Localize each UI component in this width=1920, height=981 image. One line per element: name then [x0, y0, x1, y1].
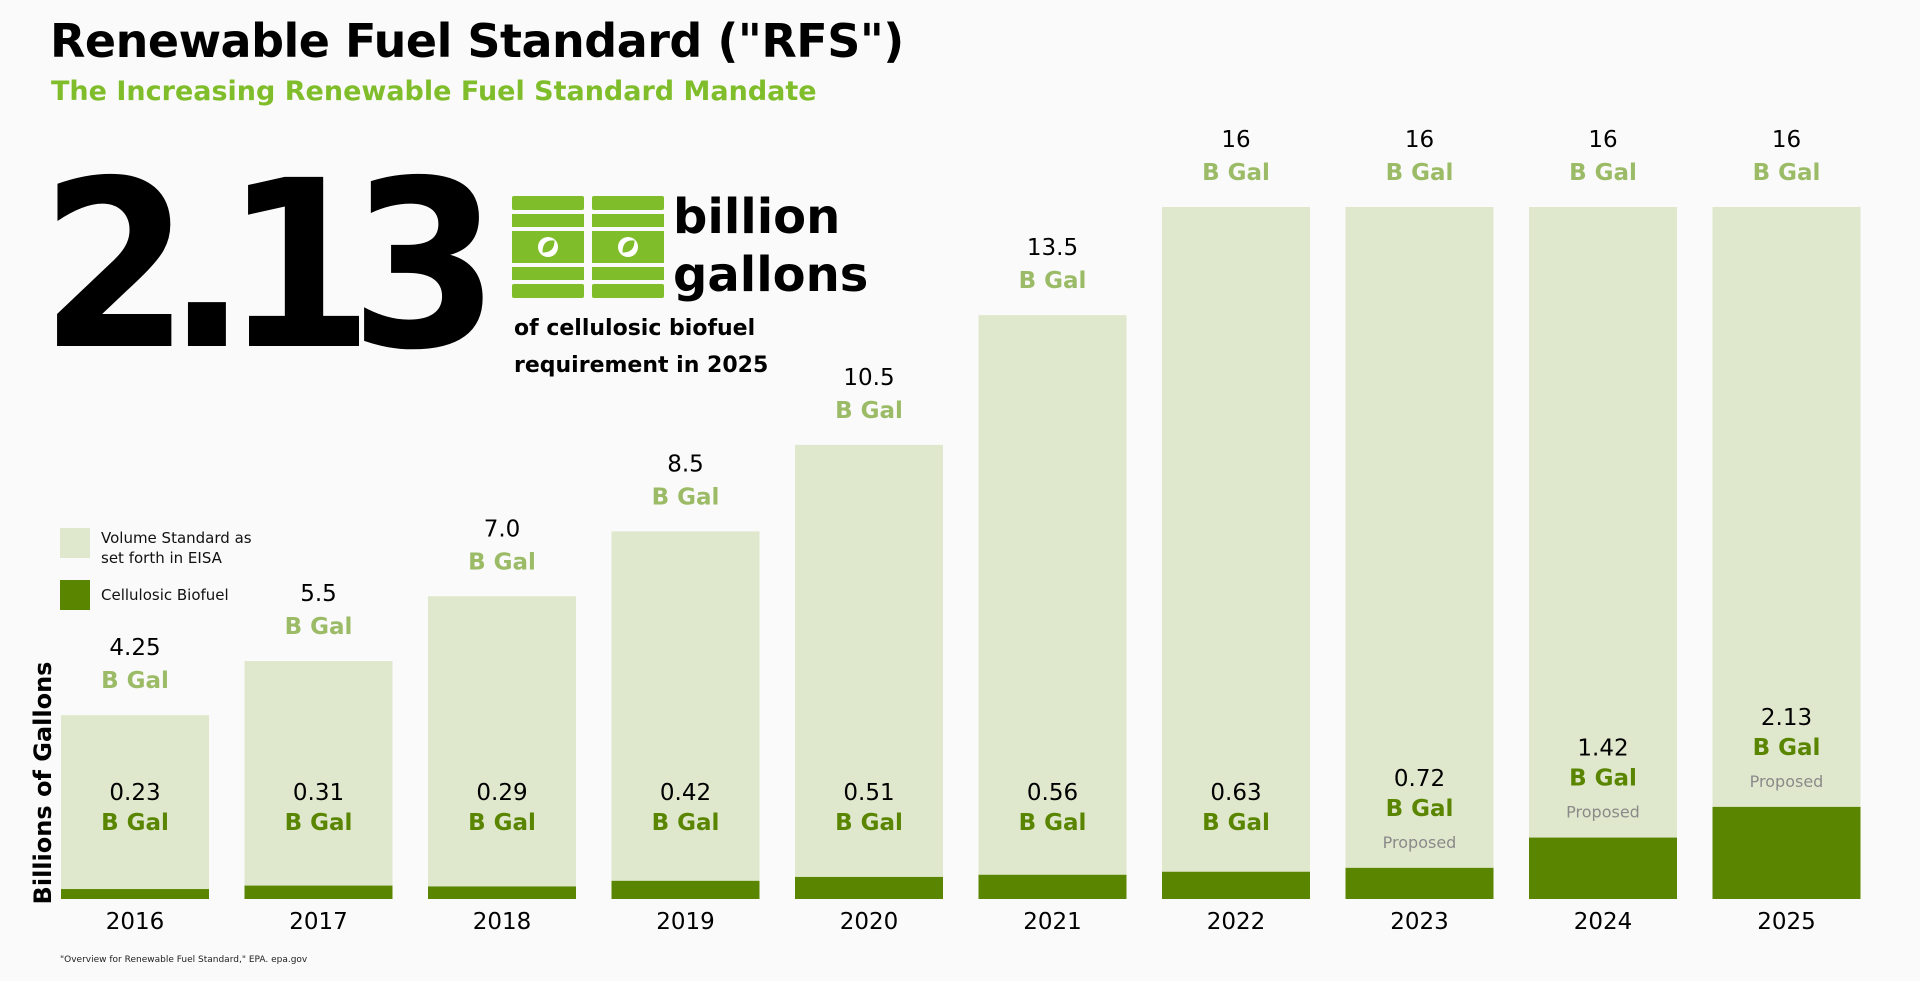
label-cellulosic-unit-2018: B Gal — [468, 810, 536, 836]
bar-volume-2023 — [1345, 207, 1494, 899]
label-cellulosic-unit-2016: B Gal — [101, 810, 169, 836]
bar-volume-2025 — [1712, 207, 1861, 899]
label-cellulosic-unit-2024: B Gal — [1569, 766, 1637, 792]
label-cellulosic-value-2023: 0.72 — [1394, 766, 1445, 792]
label-cellulosic-value-2016: 0.23 — [109, 780, 160, 806]
highlight-unit-line2: gallons — [673, 247, 869, 303]
label-volume-value-2021: 13.5 — [1027, 235, 1078, 261]
label-cellulosic-value-2022: 0.63 — [1210, 780, 1261, 806]
bar-volume-2020 — [795, 444, 943, 899]
label-cellulosic-value-2017: 0.31 — [293, 780, 344, 806]
chart-legend: Volume Standard as set forth in EISA Cel… — [60, 528, 271, 622]
legend-swatch-volume — [60, 528, 90, 558]
label-volume-value-2023: 16 — [1405, 127, 1434, 153]
x-tick-label-2024: 2024 — [1574, 909, 1633, 935]
bar-volume-2016 — [61, 715, 209, 899]
barrel-icon — [512, 196, 584, 298]
bar-cellulosic-2019 — [611, 880, 760, 899]
label-cellulosic-unit-2023: B Gal — [1386, 796, 1454, 822]
bar-volume-2017 — [244, 661, 393, 899]
legend-label-cellulosic: Cellulosic Biofuel — [101, 586, 229, 604]
x-tick-label-2017: 2017 — [289, 909, 348, 935]
bar-cellulosic-2023 — [1345, 867, 1494, 899]
label-volume-unit-2016: B Gal — [101, 668, 169, 694]
label-proposed-2025: Proposed — [1750, 772, 1824, 791]
x-tick-label-2016: 2016 — [106, 909, 165, 935]
label-volume-value-2017: 5.5 — [300, 581, 337, 607]
label-volume-unit-2024: B Gal — [1569, 160, 1637, 186]
legend-label-volume: Volume Standard as set forth in EISA — [101, 529, 252, 567]
label-cellulosic-value-2024: 1.42 — [1577, 736, 1628, 762]
bar-cellulosic-2017 — [244, 885, 393, 899]
label-cellulosic-unit-2025: B Gal — [1753, 735, 1821, 761]
highlight-description: of cellulosic biofuel requirement in 202… — [514, 310, 768, 384]
barrel-icons — [512, 196, 664, 298]
y-axis-label: Billions of Gallons — [29, 662, 57, 905]
bar-volume-2024 — [1529, 207, 1677, 899]
bar-cellulosic-2022 — [1162, 871, 1310, 899]
barrel-icon — [592, 196, 664, 298]
bar-cellulosic-2024 — [1529, 837, 1677, 899]
highlight-unit: billion gallons — [673, 188, 868, 304]
label-volume-unit-2017: B Gal — [285, 614, 353, 640]
label-cellulosic-unit-2019: B Gal — [652, 810, 720, 836]
label-volume-value-2020: 10.5 — [843, 365, 894, 391]
label-volume-unit-2020: B Gal — [835, 398, 903, 424]
page-subtitle: The Increasing Renewable Fuel Standard M… — [51, 76, 817, 107]
x-tick-label-2020: 2020 — [840, 909, 899, 935]
highlight-unit-line1: billion — [673, 189, 841, 245]
label-cellulosic-unit-2022: B Gal — [1202, 810, 1270, 836]
label-volume-value-2025: 16 — [1772, 127, 1801, 153]
bar-volume-2022 — [1162, 207, 1310, 899]
bar-cellulosic-2021 — [978, 874, 1127, 899]
legend-swatch-cellulosic — [60, 580, 90, 610]
label-volume-unit-2019: B Gal — [652, 484, 720, 510]
page-title: Renewable Fuel Standard ("RFS") — [50, 14, 904, 68]
bar-volume-2021 — [978, 315, 1127, 899]
label-volume-unit-2022: B Gal — [1202, 160, 1270, 186]
label-cellulosic-value-2018: 0.29 — [476, 780, 527, 806]
label-volume-value-2018: 7.0 — [484, 516, 521, 542]
label-cellulosic-unit-2020: B Gal — [835, 810, 903, 836]
label-volume-value-2016: 4.25 — [109, 635, 160, 661]
x-tick-label-2022: 2022 — [1207, 909, 1266, 935]
label-volume-unit-2023: B Gal — [1386, 160, 1454, 186]
label-cellulosic-value-2020: 0.51 — [843, 780, 894, 806]
label-volume-unit-2018: B Gal — [468, 549, 536, 575]
label-cellulosic-value-2021: 0.56 — [1027, 780, 1078, 806]
bar-cellulosic-2020 — [795, 876, 943, 899]
label-volume-value-2019: 8.5 — [667, 451, 704, 477]
label-volume-value-2022: 16 — [1221, 127, 1250, 153]
bar-volume-2018 — [428, 596, 576, 899]
label-volume-value-2024: 16 — [1588, 127, 1617, 153]
bar-volume-2019 — [611, 531, 760, 899]
x-tick-label-2021: 2021 — [1023, 909, 1082, 935]
highlight-desc-line1: of cellulosic biofuel — [514, 316, 756, 341]
bar-cellulosic-2025 — [1712, 806, 1861, 899]
label-proposed-2024: Proposed — [1566, 803, 1640, 822]
legend-item-cellulosic: Cellulosic Biofuel — [60, 580, 271, 610]
label-proposed-2023: Proposed — [1383, 833, 1457, 852]
x-tick-label-2019: 2019 — [656, 909, 715, 935]
bar-cellulosic-2016 — [61, 889, 209, 899]
source-citation: "Overview for Renewable Fuel Standard," … — [60, 955, 308, 965]
label-volume-unit-2021: B Gal — [1019, 268, 1087, 294]
highlight-number: 2.13 — [40, 131, 500, 401]
x-tick-label-2018: 2018 — [473, 909, 532, 935]
x-tick-label-2023: 2023 — [1390, 909, 1449, 935]
bar-cellulosic-2018 — [428, 886, 576, 899]
highlight-desc-line2: requirement in 2025 — [514, 353, 769, 378]
label-cellulosic-value-2025: 2.13 — [1761, 705, 1812, 731]
label-cellulosic-unit-2017: B Gal — [285, 810, 353, 836]
legend-item-volume: Volume Standard as set forth in EISA — [60, 528, 271, 568]
label-cellulosic-unit-2021: B Gal — [1019, 810, 1087, 836]
label-volume-unit-2025: B Gal — [1753, 160, 1821, 186]
label-cellulosic-value-2019: 0.42 — [660, 780, 711, 806]
x-tick-label-2025: 2025 — [1757, 909, 1816, 935]
